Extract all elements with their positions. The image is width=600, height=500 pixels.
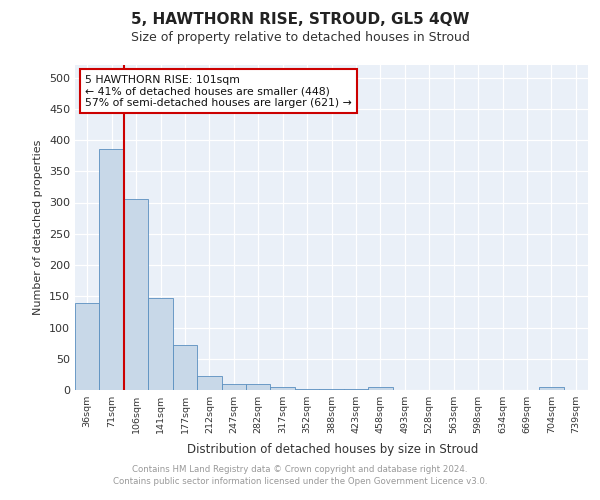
- Text: 5, HAWTHORN RISE, STROUD, GL5 4QW: 5, HAWTHORN RISE, STROUD, GL5 4QW: [131, 12, 469, 28]
- Bar: [75, 302, 100, 390]
- Text: Contains HM Land Registry data © Crown copyright and database right 2024.: Contains HM Land Registry data © Crown c…: [132, 465, 468, 474]
- Bar: [221, 384, 246, 390]
- Bar: [246, 384, 271, 390]
- Text: 5 HAWTHORN RISE: 101sqm
← 41% of detached houses are smaller (448)
57% of semi-d: 5 HAWTHORN RISE: 101sqm ← 41% of detache…: [85, 74, 352, 108]
- Bar: [124, 200, 148, 390]
- Bar: [173, 345, 197, 390]
- Bar: [368, 387, 392, 390]
- Bar: [197, 376, 221, 390]
- Text: Contains public sector information licensed under the Open Government Licence v3: Contains public sector information licen…: [113, 477, 487, 486]
- Bar: [100, 150, 124, 390]
- Bar: [539, 387, 563, 390]
- Text: Size of property relative to detached houses in Stroud: Size of property relative to detached ho…: [131, 31, 469, 44]
- Y-axis label: Number of detached properties: Number of detached properties: [34, 140, 43, 315]
- Bar: [148, 298, 173, 390]
- Bar: [271, 387, 295, 390]
- Text: Distribution of detached houses by size in Stroud: Distribution of detached houses by size …: [187, 442, 479, 456]
